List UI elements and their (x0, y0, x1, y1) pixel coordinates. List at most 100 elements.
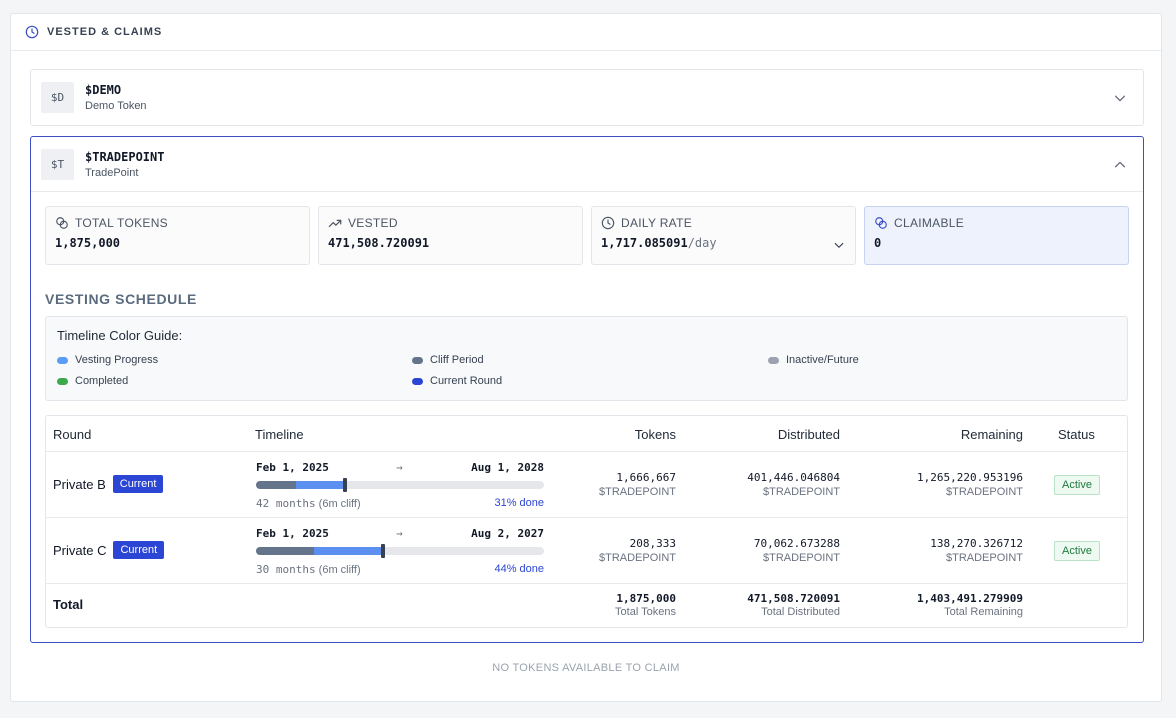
timeline-footer: 42 months (6m cliff) 31% done (256, 497, 544, 510)
stat-daily-rate[interactable]: DAILY RATE 1,717.085091/day (591, 206, 856, 265)
tokens-unit: $TRADEPOINT (598, 552, 676, 564)
guide-title: Timeline Color Guide: (57, 328, 183, 343)
cliff-segment (256, 481, 297, 489)
timeline-dates: Feb 1, 2025 → Aug 1, 2028 (256, 461, 544, 474)
chevron-down-icon[interactable] (833, 239, 845, 251)
cliff-label: (6m cliff) (318, 498, 361, 510)
table-row: Private B Current Feb 1, 2025 → Aug 1, 2… (46, 452, 1127, 518)
legend-swatch (412, 377, 423, 385)
remaining-unit: $TRADEPOINT (945, 552, 1023, 564)
stat-label: TOTAL TOKENS (75, 216, 168, 230)
status-badge: Active (1054, 475, 1100, 495)
chevron-down-icon[interactable] (1113, 91, 1127, 105)
panel-header: VESTED & CLAIMS (11, 14, 1161, 51)
column-header: Tokens (634, 427, 676, 442)
duration: 42 months (256, 497, 316, 510)
progress-label: 31% done (494, 497, 544, 509)
section-title: VESTING SCHEDULE (45, 291, 197, 307)
token-name: TradePoint (85, 166, 139, 179)
timeline-dates: Feb 1, 2025 → Aug 2, 2027 (256, 527, 544, 540)
total-remaining-sub: Total Remaining (944, 606, 1023, 618)
total-distributed-sub: Total Distributed (761, 606, 840, 618)
token-symbol: $DEMO (85, 83, 122, 97)
remaining-value: 138,270.326712 (930, 537, 1023, 550)
guide-item: Vesting Progress (57, 354, 158, 366)
stat-label: CLAIMABLE (894, 216, 965, 230)
stat-claimable: CLAIMABLE 0 (864, 206, 1129, 265)
legend-swatch (57, 356, 68, 364)
guide-item-label: Current Round (430, 375, 503, 387)
chevron-up-icon[interactable] (1113, 158, 1127, 172)
coins-icon (56, 217, 68, 229)
arrow-right-icon: → (396, 527, 403, 540)
token-badge: $D (41, 82, 74, 113)
timeline-start: Feb 1, 2025 (256, 527, 329, 540)
current-badge: Current (112, 475, 164, 493)
total-label: Total (53, 597, 84, 612)
progress-segment (313, 547, 383, 555)
timeline-end: Aug 1, 2028 (471, 461, 544, 474)
stat-unit: /day (687, 236, 717, 250)
token-card-header[interactable]: $T $TRADEPOINT TradePoint (31, 137, 1143, 192)
total-tokens-value: 1,875,000 (616, 592, 676, 605)
column-header: Remaining (960, 427, 1023, 442)
vesting-table: Round Timeline Tokens Distributed Remain… (45, 415, 1128, 628)
timeline-end: Aug 2, 2027 (471, 527, 544, 540)
current-badge: Current (113, 541, 165, 559)
remaining-unit: $TRADEPOINT (945, 486, 1023, 498)
timeline-footer: 30 months (6m cliff) 44% done (256, 563, 544, 576)
round-name: Private B (53, 476, 106, 492)
clock-icon (601, 216, 615, 230)
table-total-row: Total 1,875,000 Total Tokens 471,508.720… (46, 584, 1127, 628)
timeline-bar (256, 478, 544, 492)
claim-status-note: NO TOKENS AVAILABLE TO CLAIM (492, 662, 680, 674)
total-tokens-sub: Total Tokens (615, 606, 676, 618)
remaining-value: 1,265,220.953196 (917, 471, 1023, 484)
timeline-color-guide: Timeline Color Guide: Vesting Progress C… (45, 316, 1128, 401)
trending-up-icon (328, 219, 342, 228)
status-badge: Active (1054, 541, 1100, 561)
tokens-unit: $TRADEPOINT (598, 486, 676, 498)
stat-value: 471,508.720091 (328, 236, 430, 250)
stat-label: VESTED (348, 216, 398, 230)
guide-item-label: Cliff Period (430, 354, 484, 366)
table-header: Round Timeline Tokens Distributed Remain… (46, 416, 1127, 452)
tokens-value: 1,666,667 (616, 471, 676, 484)
round-name: Private C (53, 542, 107, 558)
vested-claims-panel: VESTED & CLAIMS $D $DEMO Demo Token $T $… (10, 13, 1162, 702)
coins-icon (875, 217, 887, 229)
token-card-demo[interactable]: $D $DEMO Demo Token (30, 69, 1144, 126)
guide-item-label: Completed (75, 375, 129, 387)
stat-value: 1,717.085091 (601, 236, 688, 250)
tokens-value: 208,333 (629, 537, 676, 550)
stat-total-tokens: TOTAL TOKENS 1,875,000 (45, 206, 310, 265)
cliff-label: (6m cliff) (318, 564, 361, 576)
legend-swatch (57, 377, 68, 385)
guide-item: Current Round (412, 375, 502, 387)
guide-item: Completed (57, 375, 128, 387)
guide-item-label: Inactive/Future (786, 354, 859, 366)
total-distributed-value: 471,508.720091 (747, 592, 840, 605)
token-symbol: $TRADEPOINT (85, 149, 165, 164)
token-card-tradepoint: $T $TRADEPOINT TradePoint TOTAL TOKENS 1… (30, 136, 1144, 643)
distributed-unit: $TRADEPOINT (762, 486, 840, 498)
column-header: Status (1058, 427, 1095, 442)
stat-vested: VESTED 471,508.720091 (318, 206, 583, 265)
clock-icon (25, 25, 39, 39)
guide-item-label: Vesting Progress (75, 354, 159, 366)
token-badge: $T (41, 148, 74, 180)
duration: 30 months (256, 563, 316, 576)
legend-swatch (768, 356, 779, 364)
stat-label: DAILY RATE (621, 216, 693, 230)
column-header: Round (53, 427, 92, 442)
progress-segment (296, 481, 346, 489)
timeline-start: Feb 1, 2025 (256, 461, 329, 474)
table-row: Private C Current Feb 1, 2025 → Aug 2, 2… (46, 518, 1127, 584)
stat-value: 1,875,000 (55, 236, 121, 250)
panel-title: VESTED & CLAIMS (47, 26, 163, 38)
guide-item: Cliff Period (412, 354, 484, 366)
cliff-segment (256, 547, 314, 555)
stat-value: 0 (874, 236, 882, 250)
progress-label: 44% done (494, 563, 544, 575)
arrow-right-icon: → (396, 461, 403, 474)
